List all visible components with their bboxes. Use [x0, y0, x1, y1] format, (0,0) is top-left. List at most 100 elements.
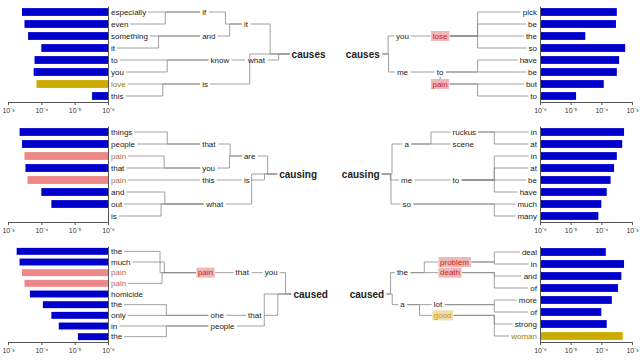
tree-word: death [440, 268, 460, 277]
tree-words: thatyouthisareiswhatcausingcausingarucku… [202, 128, 476, 209]
y-tick: pain [108, 176, 126, 185]
highlight [439, 268, 462, 278]
tree-node: know [211, 56, 230, 65]
bar [108, 212, 109, 220]
tree-node: causes [346, 49, 380, 60]
tree-edge [462, 273, 528, 288]
bar [540, 44, 625, 52]
bar [59, 323, 108, 330]
y-axis-line [108, 127, 109, 223]
x-tick-mark [41, 102, 42, 105]
y-tick-label: even [111, 20, 128, 29]
chart-root: 10⁻³10⁻⁴10⁻⁵10⁻⁶especiallyevensomethingi… [0, 0, 640, 364]
y-tick-label: homicide [111, 290, 144, 299]
bar [36, 80, 108, 88]
x-tick-label: 10⁻⁵ [69, 227, 82, 234]
bar [540, 308, 601, 316]
tree-edge [128, 273, 196, 284]
bar [20, 259, 108, 266]
y-axis-line [540, 127, 541, 223]
tree-edge [445, 300, 517, 305]
y-axis-line [108, 247, 109, 343]
y-axis: thingspeoplepainthatpainandoutis [108, 127, 136, 223]
x-tick-mark [8, 222, 9, 225]
y-tick-label: to [530, 92, 537, 101]
y-tick: have [520, 188, 540, 197]
y-tick-label: pick [523, 8, 538, 17]
tree-edge [382, 54, 395, 72]
tree-node: it [244, 20, 249, 29]
tree-edge [117, 36, 200, 48]
y-tick-label: be [528, 176, 537, 185]
tree-edge [137, 144, 200, 145]
tree-node: a [400, 300, 405, 309]
tree-edge [130, 12, 200, 24]
x-tick: 10⁻⁶ [102, 102, 115, 114]
y-tick: the [108, 247, 123, 256]
tree-word: me [401, 176, 413, 185]
y-tick-label: that [111, 164, 125, 173]
tree-edge [252, 272, 263, 273]
tree-node: that [202, 140, 216, 149]
bar [540, 212, 598, 220]
bar [34, 68, 108, 76]
y-axis: inatinatbehavemuchmany [517, 127, 540, 223]
tree-word: good [434, 311, 452, 320]
tree-edge [268, 54, 290, 60]
x-tick: 10⁻³ [2, 342, 15, 354]
x-tick: 10⁻⁴ [595, 102, 608, 114]
tree-edge [258, 156, 277, 174]
x-tick-label: 10⁻⁴ [35, 227, 48, 234]
x-tick-mark [632, 222, 633, 225]
tree-edge [386, 294, 398, 305]
tree-word: you [396, 32, 409, 41]
bar [540, 152, 617, 160]
tree-node: so [402, 200, 411, 209]
tree-edge [382, 36, 394, 54]
y-tick: something [108, 32, 148, 41]
bar [540, 164, 614, 172]
x-axis: 10⁻³10⁻⁴10⁻⁵10⁻⁶ [2, 102, 115, 114]
tree-word: me [397, 68, 409, 77]
tree-word: scene [453, 140, 475, 149]
tree-node: to [453, 176, 460, 185]
figure: 10⁻³10⁻⁴10⁻⁵10⁻⁶especiallyevensomethingi… [0, 0, 640, 364]
y-tick: that [108, 164, 125, 173]
x-tick-label: 10⁻⁴ [595, 227, 608, 234]
y-tick: pain [108, 152, 126, 161]
bars [22, 8, 108, 100]
tree-word: is [202, 80, 208, 89]
x-tick-label: 10⁻³ [2, 227, 15, 234]
tree-edge [471, 252, 520, 262]
tree-node: pain [431, 79, 449, 89]
tree-edge [264, 294, 291, 315]
y-tick: love [108, 80, 126, 89]
highlight [432, 310, 453, 320]
x-tick-mark [75, 222, 76, 225]
x-tick-label: 10⁻⁶ [534, 107, 547, 114]
x-tick: 10⁻³ [626, 102, 639, 114]
bar [28, 32, 108, 40]
y-tick-label: at [530, 140, 537, 149]
y-tick-label: pain [111, 268, 126, 277]
tree-node: you [265, 268, 278, 277]
bars [17, 248, 108, 340]
tree-word: to [437, 68, 444, 77]
y-tick: in [108, 322, 117, 331]
y-tick: be [528, 176, 540, 185]
x-tick-label: 10⁻⁴ [35, 107, 48, 114]
tree-edge [252, 174, 278, 180]
tree-edge [126, 192, 203, 204]
tree-node: is [202, 80, 208, 89]
tree-edge [128, 180, 200, 181]
y-tick-label: especially [111, 8, 146, 17]
tree-word: to [453, 176, 460, 185]
bar [17, 248, 108, 255]
bar [28, 176, 108, 184]
tree-edge [226, 315, 246, 316]
tree-edge [450, 84, 529, 96]
tree-word: that [248, 311, 262, 320]
tree-node: death [439, 268, 462, 278]
tree-node: good [432, 310, 453, 320]
y-tick-label: in [531, 128, 537, 137]
